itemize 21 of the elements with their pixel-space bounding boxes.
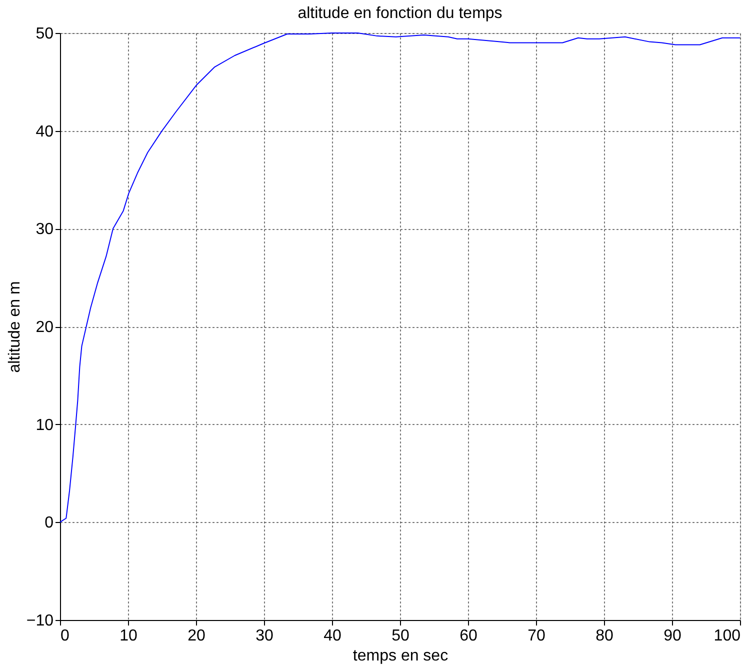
x-tick-label: 100 [714, 628, 741, 644]
x-tick-label: 80 [596, 628, 614, 644]
x-tick-label: 20 [188, 628, 206, 644]
y-tick-label: 10 [36, 416, 54, 434]
y-axis-title: altitude en m [6, 281, 24, 373]
x-tick-label: 40 [324, 628, 342, 644]
y-tick-label: 20 [36, 319, 54, 336]
x-tick-label: 0 [60, 628, 70, 644]
x-tick-label: 70 [528, 628, 546, 644]
y-tick-label: 30 [36, 221, 54, 238]
x-tick-label: 50 [392, 628, 410, 644]
y-tick-label: 50 [36, 26, 54, 42]
x-tick-label: 10 [120, 628, 138, 644]
x-tick-label: 30 [256, 628, 274, 644]
y-tick-label: −10 [26, 612, 54, 630]
x-axis-title: temps en sec [352, 648, 448, 664]
y-tick-label: 0 [44, 514, 54, 532]
x-tick-label: 60 [460, 628, 478, 644]
y-tick-label: 40 [36, 123, 54, 140]
chart-title: altitude en fonction du temps [298, 5, 502, 22]
x-tick-label: 90 [664, 628, 682, 644]
